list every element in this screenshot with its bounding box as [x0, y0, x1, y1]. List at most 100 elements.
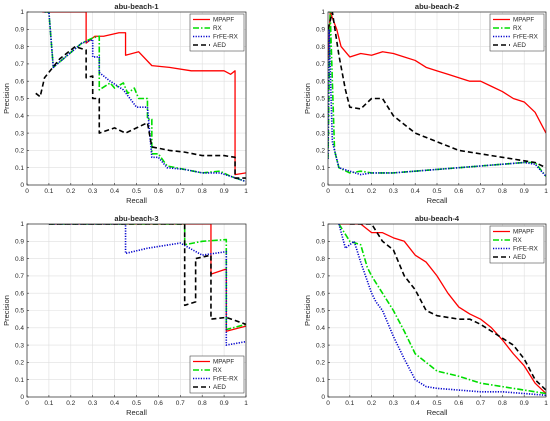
x-tick-label: 0 — [326, 188, 330, 195]
x-tick-label: 0.2 — [66, 188, 75, 195]
x-tick-label: 0.8 — [498, 188, 507, 195]
x-tick-label: 0.4 — [411, 400, 420, 407]
axes-box — [327, 11, 547, 186]
y-axis-label: Precision — [2, 83, 11, 114]
x-tick-label: 1 — [244, 188, 248, 195]
y-tick-label: 0.4 — [316, 325, 325, 332]
legend-box — [189, 13, 245, 52]
y-tick-label: 0.8 — [15, 256, 24, 263]
chart-panel-4: 0 0.1 0.2 0.3 0.4 0.5 0.6 0.7 0.8 0.9 1 0 0.1 0.2 0.3 0… — [303, 214, 548, 417]
x-tick-label: 0 — [326, 400, 330, 407]
legend-box — [189, 355, 245, 394]
y-tick-label: 0 — [20, 394, 24, 401]
x-tick-label: 0.1 — [44, 400, 53, 407]
y-tick-label: 0.1 — [316, 377, 325, 384]
y-tick-label: 1 — [321, 9, 325, 16]
axes-box — [327, 223, 547, 398]
x-tick-label: 0.7 — [176, 400, 185, 407]
x-tick-label: 0.4 — [110, 400, 119, 407]
legend-label: FrFE-RX — [213, 376, 239, 383]
y-tick-label: 0 — [321, 182, 325, 189]
x-tick-label: 0.4 — [411, 188, 420, 195]
legend-label: AED — [213, 42, 226, 49]
y-tick-label: 0.6 — [316, 290, 325, 297]
series-line-mpapf — [328, 12, 546, 134]
y-tick-label: 0.8 — [15, 44, 24, 51]
series-line-frfe-rx — [44, 12, 246, 183]
legend-label: FrFE-RX — [513, 34, 539, 41]
legend-box — [489, 13, 545, 52]
series-line-frfe-rx — [48, 224, 246, 346]
y-tick-label: 0.7 — [15, 61, 24, 68]
x-tick-label: 0.4 — [110, 188, 119, 195]
legend-label: RX — [513, 25, 523, 32]
chart-panel-3: 0 0.1 0.2 0.3 0.4 0.5 0.6 0.7 0.8 0.9 1 0 0.1 0.2 0.3 0… — [2, 214, 248, 417]
x-tick-label: 0.5 — [432, 400, 441, 407]
legend-label: AED — [513, 254, 526, 261]
x-tick-label: 0.2 — [367, 188, 376, 195]
series-line-aed — [349, 224, 546, 391]
series-line-aed — [48, 224, 246, 326]
y-tick-label: 0.1 — [316, 165, 325, 172]
x-tick-label: 0.8 — [498, 400, 507, 407]
x-tick-label: 1 — [544, 400, 548, 407]
x-tick-label: 0.6 — [454, 188, 463, 195]
x-tick-label: 0.6 — [454, 400, 463, 407]
legend-label: FrFE-RX — [213, 34, 239, 41]
chart-title: abu-beach-4 — [415, 214, 460, 223]
x-tick-label: 0.9 — [220, 400, 229, 407]
x-tick-label: 0.1 — [345, 188, 354, 195]
chart-panel-1: 0 0.1 0.2 0.3 0.4 0.5 0.6 0.7 0.8 0.9 1 0 0.1 0.2 0.3 0… — [2, 2, 248, 205]
chart-panel-2: 0 0.1 0.2 0.3 0.4 0.5 0.6 0.7 0.8 0.9 1 0 0.1 0.2 0.3 0… — [303, 2, 548, 205]
x-axis-label: Recall — [427, 408, 448, 417]
y-tick-label: 0.2 — [316, 360, 325, 367]
x-tick-label: 0.3 — [88, 400, 97, 407]
x-tick-label: 0.9 — [520, 400, 529, 407]
x-tick-label: 0.6 — [154, 400, 163, 407]
axes-box — [26, 223, 247, 398]
legend-label: RX — [513, 237, 523, 244]
y-tick-label: 0.9 — [15, 27, 24, 34]
y-tick-label: 0.5 — [15, 308, 24, 315]
y-tick-label: 1 — [20, 9, 24, 16]
x-tick-label: 0.2 — [367, 400, 376, 407]
y-axis-label: Precision — [303, 295, 312, 326]
y-tick-label: 0.7 — [316, 61, 325, 68]
y-tick-label: 1 — [20, 221, 24, 228]
x-axis-label: Recall — [427, 196, 448, 205]
y-tick-label: 0.3 — [15, 130, 24, 137]
legend-label: RX — [213, 25, 223, 32]
x-tick-label: 0.5 — [132, 188, 141, 195]
x-tick-label: 0.9 — [520, 188, 529, 195]
y-tick-label: 0.7 — [316, 273, 325, 280]
x-tick-label: 0.7 — [476, 400, 485, 407]
x-tick-label: 0.1 — [44, 188, 53, 195]
x-tick-label: 0.1 — [345, 400, 354, 407]
y-tick-label: 0.5 — [316, 308, 325, 315]
y-tick-label: 1 — [321, 221, 325, 228]
series-line-frfe-rx — [338, 224, 546, 397]
axes-box — [26, 11, 247, 186]
y-tick-label: 0.3 — [316, 130, 325, 137]
legend-label: MPAPF — [513, 17, 534, 24]
y-tick-label: 0 — [20, 182, 24, 189]
x-axis-label: Recall — [126, 196, 147, 205]
y-tick-label: 0.6 — [15, 290, 24, 297]
legend-label: MPAPF — [513, 229, 534, 236]
y-tick-label: 0.9 — [316, 27, 325, 34]
legend-box — [489, 225, 545, 264]
legend-label: MPAPF — [213, 359, 234, 366]
x-tick-label: 0 — [25, 400, 29, 407]
y-tick-label: 0.4 — [15, 325, 24, 332]
y-axis-label: Precision — [2, 295, 11, 326]
y-tick-label: 0.9 — [316, 239, 325, 246]
series-line-frfe-rx — [328, 28, 546, 177]
series-line-aed — [35, 45, 246, 179]
x-tick-label: 0.8 — [198, 188, 207, 195]
x-tick-label: 0.5 — [432, 188, 441, 195]
y-tick-label: 0.3 — [316, 342, 325, 349]
x-tick-label: 0.6 — [154, 188, 163, 195]
